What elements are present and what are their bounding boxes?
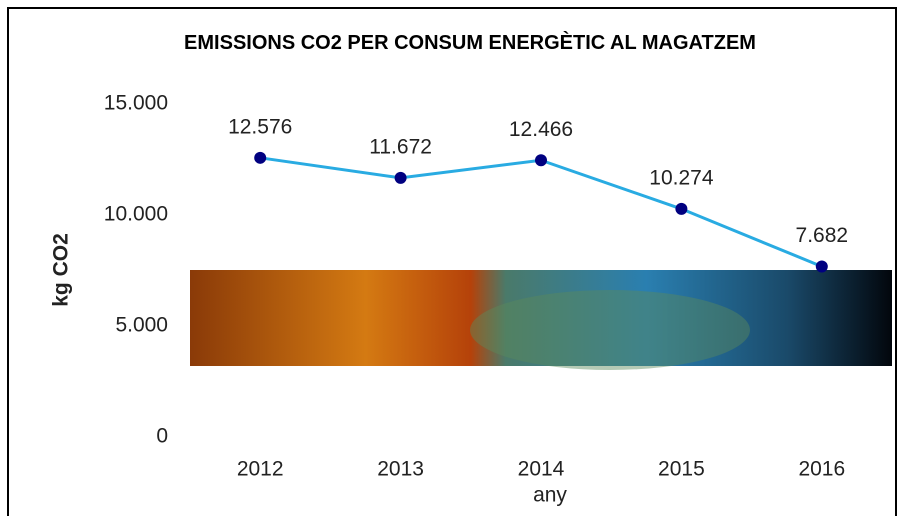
marker	[815, 260, 828, 273]
background-image-detail	[470, 290, 750, 370]
x-tick-label: 2013	[377, 458, 424, 481]
x-tick-label: 2015	[658, 458, 705, 481]
data-label: 7.682	[796, 224, 849, 247]
marker	[394, 171, 407, 184]
data-label: 10.274	[649, 166, 714, 189]
y-tick-label: 15.000	[104, 92, 168, 115]
data-label: 12.466	[509, 118, 573, 141]
x-tick-label: 2014	[518, 458, 565, 481]
data-label: 11.672	[369, 135, 432, 158]
line	[259, 156, 823, 268]
background-image	[190, 270, 892, 366]
x-axis-label: any	[533, 484, 567, 507]
y-axis-label: kg CO2	[50, 233, 73, 307]
x-tick-label: 2016	[798, 458, 845, 481]
y-tick-label: 5.000	[115, 314, 168, 337]
y-tick-label: 0	[156, 425, 168, 448]
chart-title: EMISSIONS CO2 PER CONSUM ENERGÈTIC AL MA…	[184, 32, 756, 54]
y-tick-label: 10.000	[104, 203, 168, 226]
data-label: 12.576	[228, 115, 292, 138]
frame	[7, 7, 897, 516]
marker	[675, 202, 688, 215]
marker	[535, 154, 547, 167]
marker	[254, 151, 267, 164]
x-tick-label: 2012	[237, 458, 284, 481]
